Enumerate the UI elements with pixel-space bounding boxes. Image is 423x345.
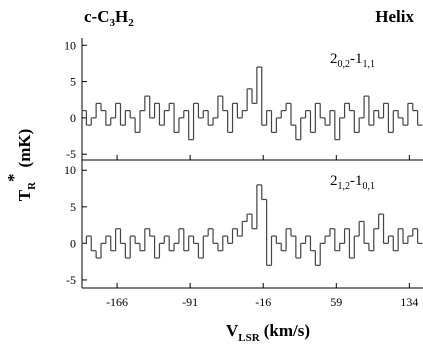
- label-part: 2: [330, 51, 338, 67]
- x-tick-label: 59: [330, 295, 342, 309]
- x-tick-label: -91: [182, 295, 198, 309]
- x-tick-label: 134: [400, 295, 418, 309]
- annotation: Helix: [375, 7, 414, 26]
- label-part: 1,2: [338, 181, 351, 192]
- y-tick-label: 5: [70, 75, 76, 89]
- x-tick-label: -166: [106, 295, 128, 309]
- label-part: -1: [350, 173, 363, 189]
- label-part: -1: [350, 51, 363, 67]
- y-tick-label: 5: [70, 200, 76, 214]
- step-connector: [85, 184, 419, 266]
- label-part: 0,2: [338, 59, 351, 70]
- y-tick-label: 0: [70, 111, 76, 125]
- y-tick-label: 10: [64, 163, 76, 177]
- y-tick-label: -5: [66, 147, 76, 161]
- x-axis-label: VLSR (km/s): [226, 321, 310, 344]
- label-part: 2: [330, 173, 338, 189]
- transition-label: 20,2-11,1: [330, 51, 375, 70]
- chart-title: c-C3H2: [84, 7, 134, 29]
- step-connector: [85, 67, 419, 140]
- y-tick-label: 10: [64, 38, 76, 52]
- y-axis-label: TR*(mK): [4, 129, 38, 202]
- x-tick-label: -16: [255, 295, 271, 309]
- transition-label: 21,2-10,1: [330, 173, 375, 192]
- y-tick-label: 0: [70, 236, 76, 250]
- label-part: 0,1: [363, 181, 376, 192]
- label-part: 1,1: [363, 59, 376, 70]
- y-tick-label: -5: [66, 273, 76, 287]
